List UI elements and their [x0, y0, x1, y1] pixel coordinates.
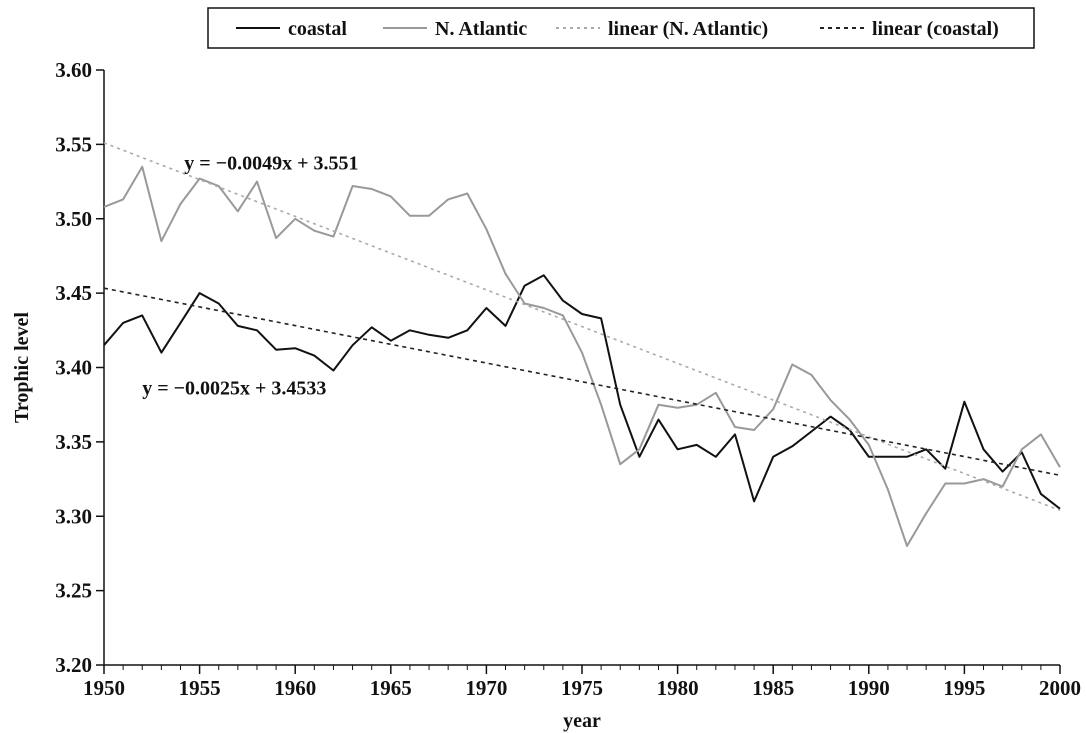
- x-tick-label: 1985: [752, 676, 794, 700]
- y-tick-label: 3.40: [55, 356, 92, 380]
- y-tick-label: 3.45: [55, 281, 92, 305]
- x-tick-label: 1995: [943, 676, 985, 700]
- x-tick-label: 1950: [83, 676, 125, 700]
- legend-label-linear-coastal: linear (coastal): [872, 18, 999, 40]
- y-tick-label: 3.30: [55, 504, 92, 528]
- series-line-linear-coastal: [103, 287, 1061, 477]
- series-line-linear-n-atlantic: [103, 142, 1061, 512]
- y-tick-label: 3.60: [55, 58, 92, 82]
- legend-label-linear-n-atlantic: linear (N. Atlantic): [608, 18, 768, 40]
- x-tick-label: 2000: [1039, 676, 1081, 700]
- series-line-coastal: [103, 274, 1061, 510]
- legend-label-coastal: coastal: [288, 18, 347, 40]
- trendline-equation: y = −0.0049x + 3.551: [184, 153, 358, 175]
- y-tick-label: 3.35: [55, 430, 92, 454]
- legend-box: [207, 7, 1035, 49]
- x-tick-label: 1970: [465, 676, 507, 700]
- y-tick-label: 3.25: [55, 579, 92, 603]
- y-tick-label: 3.50: [55, 207, 92, 231]
- annotations: y = −0.0049x + 3.551 y = −0.0025x + 3.453…: [142, 153, 358, 400]
- y-tick-label: 3.55: [55, 132, 92, 156]
- plot-area: [103, 142, 1061, 547]
- x-tick-label: 1955: [179, 676, 221, 700]
- x-tick-label: 1975: [561, 676, 603, 700]
- x-axis-title: year: [563, 710, 601, 732]
- axes: 3.20 3.25 3.30 3.35 3.40 3.45 3.50 3.55 3.60 1950…: [11, 58, 1081, 732]
- trendline-equation: y = −0.0025x + 3.4533: [142, 377, 326, 399]
- legend: coastal N. Atlantic linear (N. Atlantic) li…: [207, 7, 1035, 49]
- y-axis-title: Trophic level: [11, 312, 33, 423]
- x-tick-label: 1990: [848, 676, 890, 700]
- x-tick-label: 1965: [370, 676, 412, 700]
- series-line-n-atlantic: [103, 165, 1061, 547]
- x-tick-label: 1980: [657, 676, 699, 700]
- y-tick-label: 3.20: [55, 653, 92, 677]
- legend-label-n-atlantic: N. Atlantic: [435, 18, 527, 40]
- x-tick-label: 1960: [274, 676, 316, 700]
